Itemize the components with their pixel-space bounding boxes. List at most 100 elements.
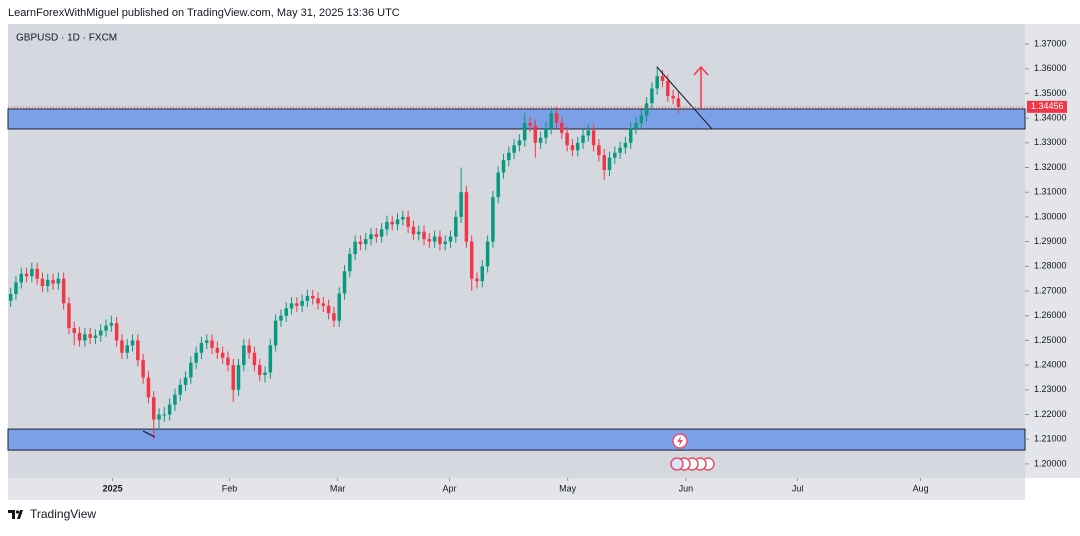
candle-body — [321, 303, 326, 306]
candle-body — [348, 253, 352, 272]
candle-body — [369, 234, 373, 240]
candle-body — [422, 231, 426, 240]
y-tick-label: 1.30000 — [1034, 211, 1067, 221]
candle-body — [628, 127, 633, 143]
candle-body — [173, 394, 177, 405]
candle-body — [194, 352, 198, 363]
price-axis — [1025, 24, 1080, 478]
candle-body — [98, 330, 103, 336]
y-tick-label: 1.37000 — [1034, 38, 1067, 48]
candle-body — [613, 152, 617, 158]
candle-body — [109, 323, 114, 326]
y-tick-label: 1.29000 — [1034, 236, 1067, 246]
candle-body — [45, 279, 50, 287]
candle-body — [491, 197, 495, 242]
candle-body — [189, 362, 193, 378]
candle-body — [289, 303, 294, 309]
candle-body — [390, 221, 394, 225]
candle-body — [125, 345, 129, 353]
candle-body — [544, 127, 548, 138]
candle-body — [30, 268, 34, 277]
brand: TradingView — [30, 507, 96, 521]
candle-body — [231, 365, 235, 390]
candle-body — [157, 414, 161, 420]
candle-body — [655, 76, 659, 89]
y-tick-label: 1.22000 — [1034, 409, 1067, 419]
y-tick-label: 1.23000 — [1034, 384, 1067, 394]
candle-body — [88, 334, 92, 338]
candle-body — [72, 328, 76, 334]
candle-body — [210, 340, 214, 348]
x-tick-label: Feb — [222, 483, 238, 493]
y-tick-label: 1.27000 — [1034, 285, 1067, 295]
candle-body — [533, 125, 538, 143]
candle-body — [363, 239, 368, 245]
candle-body — [581, 135, 585, 143]
candle-body — [623, 142, 628, 148]
candle-body — [93, 335, 98, 338]
x-tick-label: Jun — [679, 483, 694, 493]
candle-body — [67, 303, 71, 329]
candle-body — [644, 103, 649, 116]
candle-body — [475, 278, 479, 282]
candle-body — [24, 273, 29, 277]
candle-body — [226, 357, 230, 366]
candle-body — [443, 241, 447, 245]
candle-body — [401, 216, 405, 220]
y-tick-label: 1.26000 — [1034, 310, 1067, 320]
candle-body — [183, 377, 188, 385]
candle-body — [538, 137, 543, 143]
candle-body — [512, 145, 516, 153]
candle-body — [257, 365, 262, 375]
candle-body — [528, 123, 532, 126]
candle-body — [618, 147, 622, 153]
candle-body — [332, 313, 336, 321]
candle-body — [676, 98, 681, 107]
x-tick-label: Aug — [913, 483, 929, 493]
candle-body — [120, 340, 124, 353]
candle-body — [104, 325, 108, 331]
y-tick-label: 1.28000 — [1034, 261, 1067, 271]
candle-body — [385, 221, 389, 230]
candle-body — [220, 352, 225, 358]
candle-body — [8, 293, 13, 301]
x-tick-label: Jul — [792, 483, 804, 493]
candle-body — [459, 192, 463, 217]
logo — [8, 510, 23, 519]
arrow-up — [693, 65, 709, 108]
candle-body — [337, 293, 341, 321]
candle-body — [565, 132, 569, 146]
last-price-label: 1.34456 — [1031, 101, 1064, 111]
candle-body — [56, 278, 61, 284]
candle-body — [167, 404, 172, 415]
candle-body — [427, 239, 432, 242]
candle-body — [61, 278, 66, 304]
candle-body — [130, 340, 135, 346]
y-tick-label: 1.25000 — [1034, 335, 1067, 345]
candle-body — [602, 155, 606, 170]
last-price-box — [1027, 100, 1067, 113]
symbol-label: GBPUSD · 1D · FXCM — [16, 33, 117, 44]
candles — [8, 66, 681, 440]
y-tick-label: 1.20000 — [1034, 458, 1067, 468]
candle-body — [522, 123, 527, 141]
y-tick-label: 1.21000 — [1034, 434, 1067, 444]
candle-body — [162, 414, 167, 416]
candle-body — [151, 397, 156, 420]
candle-body — [454, 216, 458, 237]
candle-body — [178, 384, 182, 395]
x-tick-label: May — [559, 483, 577, 493]
candle-body — [480, 266, 485, 282]
candle-body — [607, 157, 612, 170]
candle-body — [279, 315, 283, 321]
candle-body — [395, 219, 400, 225]
candle-body — [35, 268, 39, 279]
candle-body — [326, 305, 331, 314]
candle-body — [517, 140, 522, 146]
candle-body — [199, 342, 204, 353]
candle-body — [284, 308, 288, 316]
candle-body — [650, 88, 654, 104]
candle-body — [464, 192, 469, 242]
trendline-low — [142, 430, 156, 438]
